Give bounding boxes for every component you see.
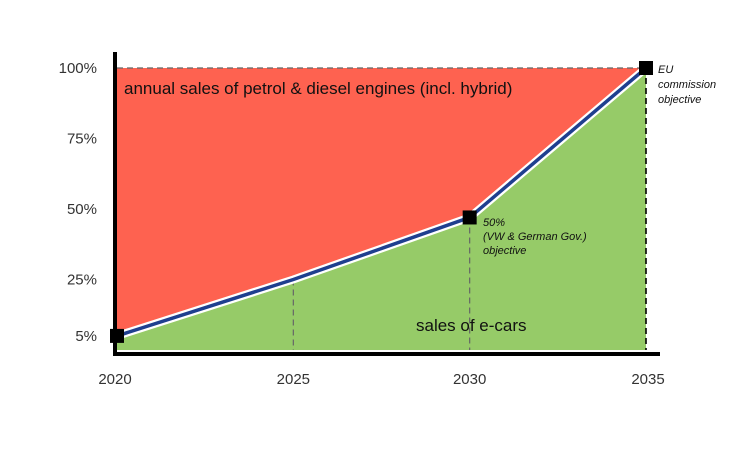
y-tick-label: 5% bbox=[75, 328, 97, 345]
eu-objective-annotation: EU bbox=[658, 64, 673, 76]
ice-sales-area bbox=[117, 68, 646, 336]
ev-sales-area bbox=[117, 68, 646, 350]
y-tick-label: 100% bbox=[59, 60, 97, 77]
mid-objective-annotation: (VW & German Gov.) bbox=[483, 231, 587, 243]
x-tick-label: 2020 bbox=[98, 371, 131, 388]
x-tick-label: 2025 bbox=[277, 371, 310, 388]
ev-area-label: sales of e-cars bbox=[416, 316, 527, 335]
ice-area-label: annual sales of petrol & diesel engines … bbox=[124, 79, 512, 98]
mid-objective-annotation: 50% bbox=[483, 217, 505, 229]
data-marker-2020 bbox=[110, 328, 124, 343]
eu-objective-annotation: commission bbox=[658, 79, 716, 91]
x-tick-label: 2030 bbox=[453, 371, 486, 388]
mid-objective-annotation: objective bbox=[483, 245, 526, 257]
boundary-line bbox=[116, 66, 648, 338]
eu-objective-annotation: objective bbox=[658, 94, 701, 106]
y-tick-label: 50% bbox=[67, 201, 97, 218]
y-tick-label: 75% bbox=[67, 131, 97, 148]
x-tick-label: 2035 bbox=[631, 371, 664, 388]
data-marker-2030 bbox=[462, 210, 477, 225]
y-tick-label: 25% bbox=[67, 272, 97, 289]
data-marker-2035 bbox=[639, 61, 653, 75]
